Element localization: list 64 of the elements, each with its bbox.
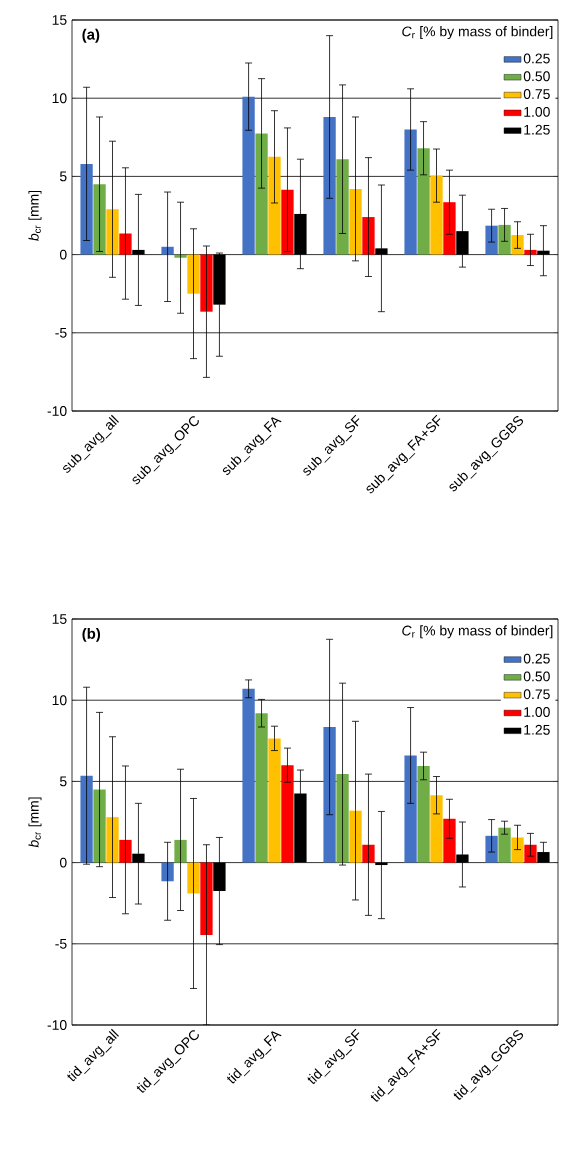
legend-label: 0.75 [523,89,550,100]
legend-label: 0.50 [523,671,550,682]
y-tick-label: 10 [52,695,67,706]
bar [349,810,362,863]
bar [281,765,294,863]
y-tick-label: -5 [55,327,67,338]
y-axis-title: b$_{cr}$ [mm] [28,190,42,241]
bar [106,817,119,863]
bar [268,156,281,255]
bar [294,793,307,863]
legend-label: 1.00 [524,106,550,117]
bar [404,129,417,255]
bar [498,827,511,863]
bar [349,188,362,255]
y-tick-label: 5 [59,776,67,787]
bar [187,254,200,294]
bar [106,209,119,255]
bar [200,862,213,935]
legend-label: 1.00 [524,707,550,717]
y-tick-label: 10 [52,93,67,104]
legend-label: 0.75 [523,689,550,700]
bar [174,254,187,258]
bar [242,688,255,863]
y-tick-label: -5 [55,938,67,949]
y-tick-label: 15 [52,15,67,25]
bar [255,713,268,863]
legend-label: 1.25 [524,124,550,135]
bar [268,738,281,863]
bar [161,246,174,255]
bar [161,862,174,882]
y-tick-label: -10 [47,406,67,416]
bar [93,789,106,863]
legend-label: 0.25 [523,53,550,64]
legend-title: C$_{r}$ [% by mass of binder] [402,26,553,40]
bar [362,844,375,863]
bar [242,96,255,255]
text: (b) [82,627,101,642]
bar [404,755,417,863]
bar [430,175,443,255]
bar [417,148,430,255]
bar [417,765,430,863]
bar [200,254,213,312]
y-axis-title: b$_{cr}$ [mm] [28,797,42,848]
bar [430,795,443,863]
bar [119,839,132,863]
legend-label: 0.25 [523,653,550,664]
y-tick-label: 5 [59,171,67,182]
bar [174,839,187,863]
bar [443,818,456,863]
legend-label: 0.50 [523,71,550,82]
y-tick-label: -10 [47,1020,67,1030]
bar [362,217,375,255]
y-tick-label: 0 [59,857,67,868]
bar [537,852,550,863]
y-tick-label: 0 [59,249,67,260]
legend-label: 1.25 [524,724,550,735]
bar [524,249,537,255]
bar [511,837,524,863]
text: (a) [82,28,100,43]
bar [119,233,132,255]
bar [187,862,200,894]
y-tick-label: 15 [52,614,67,624]
legend-title: C$_{r}$ [% by mass of binder] [402,625,553,639]
bar [255,133,268,255]
